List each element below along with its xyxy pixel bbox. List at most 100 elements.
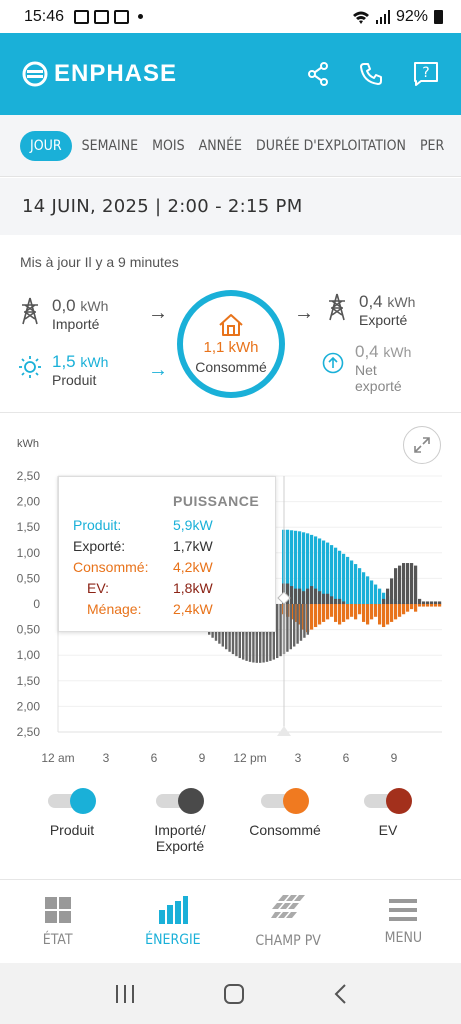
tooltip-value: 4,2kW [173,559,213,575]
toggle-import-export[interactable] [156,788,204,814]
legend-import-export[interactable]: Importé/ Exporté [135,788,225,854]
nav-energy[interactable]: ÉNERGIE [115,880,230,963]
produced-bar [302,532,306,604]
cursor-marker [277,591,291,605]
divider [0,412,461,413]
x-tick-label: 6 [151,751,158,765]
y-tick-label: 1,00 [17,546,41,560]
export-bar [386,588,390,604]
chart-unit-label: kWh [17,438,39,450]
import-bar [296,604,299,644]
tooltip-row-produced: Produit: 5,9kW [73,517,213,533]
y-tick-label: 2,00 [17,495,41,509]
consumed-value: 1,1 [203,339,225,356]
consumed-bar [322,604,326,622]
consumed-bar [310,604,314,630]
power-tooltip: PUISSANCE Produit: 5,9kW Exporté: 1,7kW Co… [58,476,276,632]
period-tabs: JOUR SEMAINE MOIS ANNÉE DURÉE D'EXPLOITA… [0,115,461,177]
import-bar [279,604,282,657]
import-bar [269,604,272,661]
home-icon [219,314,243,336]
y-tick-label: 2,50 [17,725,41,739]
tab-week[interactable]: SEMAINE [81,137,139,154]
legend-label: EV [378,822,398,838]
wifi-icon [352,11,369,24]
export-bar [302,591,306,604]
y-tick-label: 2,00 [17,699,41,713]
sun-icon [19,356,41,378]
tab-lifetime[interactable]: DURÉE D'EXPLOITATION [256,137,406,154]
expand-icon [414,437,430,453]
legend-produced[interactable]: Produit [40,788,104,838]
tab-month[interactable]: MOIS [152,137,185,154]
bottom-navigation: ÉTAT ÉNERGIE CHAMP PV MENU [0,879,461,963]
consumed-bar [426,604,430,607]
produced-bar [338,550,342,604]
nav-status[interactable]: ÉTAT [0,880,115,963]
consumed-circle: 1,1 kWh Consommé [177,290,285,398]
export-bar [410,563,414,604]
date-range-label: 14 JUIN, 2025 | 2:00 - 2:15 PM [22,196,303,217]
solar-panel-icon [271,894,306,918]
consumed-bar [418,604,422,607]
export-bar [422,601,426,604]
x-tick-label: 6 [343,751,350,765]
menu-icon [389,898,418,921]
legend-consumed[interactable]: Consommé [240,788,330,838]
toggle-produced[interactable] [48,788,96,814]
produced-bar [326,542,330,604]
produced-bar [350,560,354,604]
date-range[interactable]: 14 JUIN, 2025 | 2:00 - 2:15 PM [0,178,461,235]
import-bar [306,604,309,635]
more-notifications-icon [138,14,144,19]
recent-apps-icon[interactable] [114,984,136,1004]
tab-year[interactable]: ANNÉE [198,137,243,154]
import-bar [276,604,279,659]
legend-ev[interactable]: EV [356,788,420,838]
consumed-bar [382,604,386,628]
toggle-consumed[interactable] [261,788,309,814]
consumed-bar [350,604,354,617]
export-bar [306,588,310,604]
enphase-logo-icon [22,61,48,87]
consumed-bar [390,604,394,622]
bar-chart-icon [158,895,188,924]
notification-icons [74,9,144,24]
last-updated: Mis à jour Il y a 9 minutes [20,254,179,270]
export-bar [418,598,422,604]
home-button-icon[interactable] [223,983,245,1005]
produced-bar [318,538,322,604]
nav-label: ÉTAT [42,931,73,948]
produced-label: Produit [52,372,97,388]
consumed-bar [330,604,334,617]
share-icon[interactable] [307,62,329,86]
chart-legend: Produit Importé/ Exporté Consommé EV [0,784,461,864]
produced-bar [290,530,294,604]
toggle-ev[interactable] [364,788,412,814]
phone-icon[interactable] [359,62,383,86]
export-bar [322,593,326,604]
cursor-handle [277,726,291,736]
produced-unit: kWh [80,354,109,370]
nav-pv-field[interactable]: CHAMP PV [231,880,346,963]
tab-period[interactable]: PER [419,137,445,154]
consumed-bar [354,604,358,620]
produced-bar [342,553,346,604]
import-bar [255,604,258,663]
y-tick-label: 1,50 [17,520,41,534]
export-bar [330,596,334,604]
produced-bar [286,529,290,604]
import-bar [299,604,303,641]
nav-menu[interactable]: MENU [346,880,461,963]
imported-unit: kWh [80,298,109,314]
export-bar [434,601,438,604]
back-icon[interactable] [333,983,347,1005]
help-icon[interactable]: ? [413,61,439,87]
legend-label: Consommé [249,822,321,838]
produced-bar [310,534,314,604]
tab-day[interactable]: JOUR [20,130,72,161]
expand-chart-button[interactable] [403,426,441,464]
export-bar [402,563,406,604]
energy-chart-panel: kWh 2,50 2,00 1,50 1,00 0,50 0 0,50 1,00 1,50 2,0… [0,420,461,780]
consumed-bar [318,604,322,625]
